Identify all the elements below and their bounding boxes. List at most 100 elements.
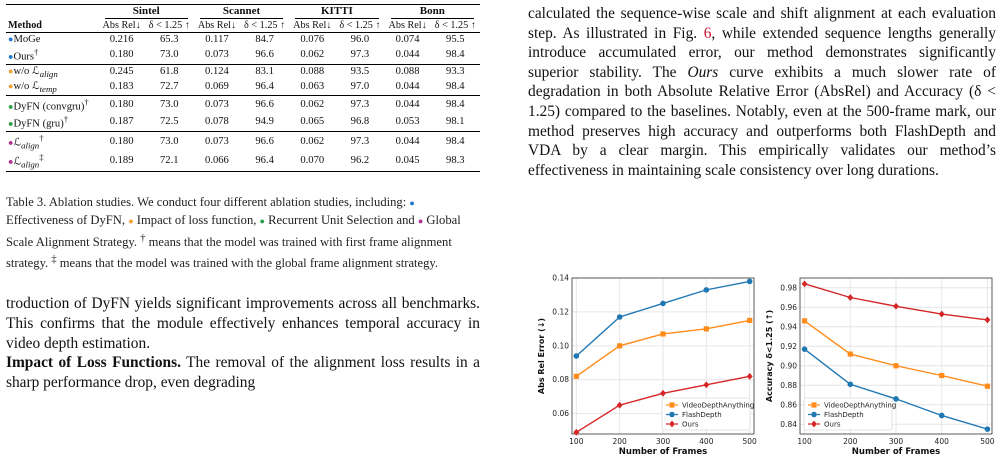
metric-header: Abs Rel↓ — [384, 20, 431, 33]
value-cell: 97.3 — [350, 48, 370, 60]
table-row: ●w/o ℒalign 0.245 61.8 0.124 83.1 0.088 93.5 0.… — [6, 63, 480, 80]
data-point-flashdepth — [938, 412, 945, 419]
value-cell: 98.4 — [430, 130, 480, 152]
value-cell: 0.074 — [395, 33, 420, 45]
value-cell: 96.4 — [255, 81, 274, 93]
value-cell: 73.0 — [160, 48, 179, 60]
x-tick-label: 400 — [935, 437, 950, 446]
value-cell: 96.6 — [239, 94, 290, 114]
value-cell: 0.045 — [384, 151, 431, 173]
y-tick-label: 0.86 — [780, 400, 797, 409]
value-cell: 0.044 — [395, 48, 420, 60]
data-point-videodepthanything — [747, 317, 753, 323]
value-cell: 0.073 — [193, 130, 240, 152]
table-row: ●DyFN (gru)† 0.187 72.5 0.078 94.9 0.065 96.8 0… — [6, 113, 480, 131]
method-cell: ●Ours† — [8, 47, 39, 63]
bullet-blue-icon: ● — [409, 198, 415, 209]
value-cell: 98.1 — [446, 116, 465, 128]
data-point-videodepthanything — [801, 318, 808, 324]
x-tick-label: 300 — [889, 437, 904, 446]
metric-header: δ < 1.25 ↑ — [335, 20, 385, 33]
value-cell: 0.063 — [300, 81, 325, 93]
accuracy-chart: 100 200 300 400 500 0.84 0.86 0.88 0.90 0.92 0.94 0… — [765, 277, 995, 457]
value-cell: 0.053 — [395, 116, 420, 128]
value-cell: 96.4 — [239, 151, 290, 173]
data-point-videodepthanything — [703, 326, 709, 332]
plot-frame — [799, 277, 993, 435]
x-tick-label: 200 — [843, 437, 858, 446]
right-column: calculated the sequence-wise scale and s… — [528, 4, 996, 180]
x-tick-label: 300 — [656, 437, 671, 446]
data-point-flashdepth — [847, 381, 854, 388]
y-tick-label: 0.12 — [552, 307, 569, 316]
value-cell: 72.7 — [160, 81, 179, 93]
group-header: Bonn — [384, 4, 480, 20]
y-axis-label: Abs Rel Error (↓) — [537, 318, 546, 394]
y-tick-label: 0.08 — [552, 375, 569, 384]
y-tick-label: 0.06 — [552, 409, 569, 418]
method-cell: ●DyFN (gru)† — [8, 114, 69, 130]
value-cell: 94.9 — [255, 116, 274, 128]
value-cell: 0.189 — [98, 151, 145, 173]
data-point-videodepthanything — [984, 383, 991, 389]
y-tick-label: 0.10 — [552, 341, 569, 350]
section-bullet-icon: ● — [8, 65, 14, 76]
left-column: Sintel Scannet KITTI Bonn Method Abs Rel… — [6, 4, 480, 392]
legend-entry: VideoDepthAnything — [682, 402, 754, 410]
metric-header: δ < 1.25 ↑ — [430, 20, 480, 33]
value-cell: 0.062 — [300, 48, 325, 60]
data-point-videodepthanything — [617, 343, 623, 349]
method-header: Method — [6, 20, 99, 33]
y-tick-label: 0.94 — [780, 322, 797, 331]
data-point-flashdepth — [660, 300, 666, 307]
value-cell: 93.5 — [335, 63, 385, 80]
data-point-videodepthanything — [573, 373, 579, 379]
data-point-ours — [703, 381, 710, 389]
table-row: ●MoGe 0.216 65.3 0.117 84.7 0.076 96.0 0.074 95.… — [6, 33, 480, 47]
value-cell: 96.2 — [335, 151, 385, 173]
value-cell: 93.3 — [430, 63, 480, 80]
section-heading: Impact of Loss Functions. — [6, 354, 181, 372]
right-body-text: calculated the sequence-wise scale and s… — [528, 5, 996, 179]
data-point-ours — [801, 280, 808, 288]
section-bullet-icon: ● — [8, 51, 14, 62]
method-cell: ●ℒalign† — [6, 130, 99, 152]
value-cell: 0.180 — [98, 130, 145, 152]
value-cell: 84.7 — [255, 33, 274, 45]
value-cell: 96.0 — [350, 33, 370, 45]
metric-header: Abs Rel↓ — [193, 20, 240, 33]
table-row: ●w/o ℒtemp 0.183 72.7 0.069 96.4 0.063 97.0 0.0… — [6, 80, 480, 96]
value-cell: 98.3 — [430, 151, 480, 173]
data-point-flashdepth — [746, 278, 753, 285]
y-tick-label: 0.88 — [780, 381, 797, 390]
value-cell: 0.216 — [109, 33, 134, 45]
value-cell: 73.0 — [144, 130, 194, 152]
section-bullet-icon: ● — [8, 156, 14, 167]
value-cell: 0.044 — [384, 94, 431, 114]
data-point-ours — [616, 401, 623, 409]
ablation-table: Sintel Scannet KITTI Bonn Method Abs Rel… — [6, 4, 480, 173]
section-bullet-icon: ● — [8, 118, 14, 129]
legend-entry: VideoDepthAnything — [824, 402, 896, 410]
legend-marker — [669, 402, 675, 408]
y-tick-label: 0.98 — [780, 283, 797, 292]
bullet-orange-icon: ● — [128, 216, 134, 227]
value-cell: 0.073 — [205, 48, 229, 60]
legend-entry: Ours — [824, 421, 841, 429]
value-cell: 98.4 — [446, 81, 465, 93]
left-body-text: troduction of DyFN yields significant im… — [6, 295, 481, 391]
value-cell: 0.180 — [98, 94, 145, 114]
value-cell: 72.1 — [144, 151, 194, 173]
method-cell: ●ℒalign‡ — [6, 151, 99, 173]
legend-entry: FlashDepth — [682, 411, 722, 419]
data-point-flashdepth — [703, 287, 710, 293]
y-tick-label: 0.90 — [780, 361, 797, 370]
abs-rel-chart: 100 200 300 400 500 0.06 0.08 0.10 0.12 0.14 Numbe… — [537, 274, 757, 458]
table-row: ●ℒalign† 0.180 73.0 0.073 96.6 0.062 97.3 0.044… — [6, 130, 480, 152]
legend-entry: Ours — [682, 421, 699, 429]
group-header: KITTI — [289, 4, 385, 20]
figure-ref-link[interactable]: 6 — [703, 24, 712, 42]
y-tick-label: 0.96 — [780, 303, 797, 312]
value-cell: 61.8 — [144, 63, 194, 80]
value-cell: 0.117 — [205, 33, 229, 45]
